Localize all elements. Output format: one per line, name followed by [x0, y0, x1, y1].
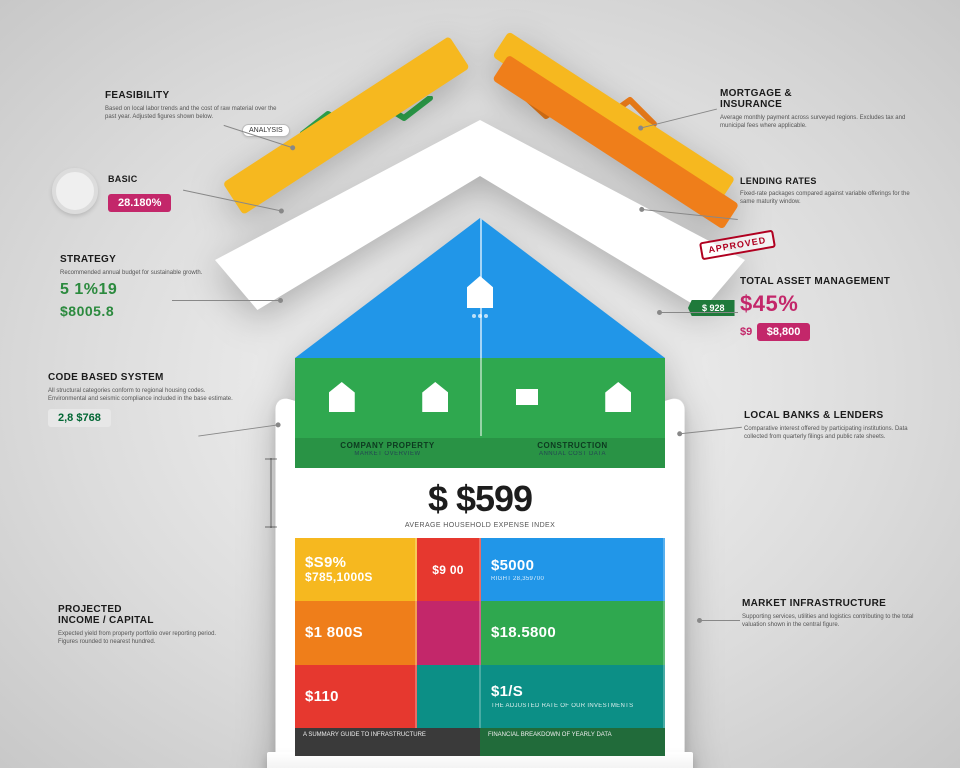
- data-grid: $S9%$785,1000S$9 00$5000RIGHT 28,359700$…: [295, 538, 665, 728]
- callout-title: TOTAL ASSET MANAGEMENT: [740, 276, 940, 287]
- callout-body: Based on local labor trends and the cost…: [105, 105, 280, 121]
- window-icon: [422, 382, 448, 412]
- callout-body: Average monthly payment across surveyed …: [720, 114, 920, 130]
- callout-local-banks: LOCAL BANKS & LENDERS Comparative intere…: [744, 410, 919, 441]
- callout-basic: Basic 28.180%: [108, 174, 258, 212]
- lead-line: [172, 300, 280, 301]
- pointer-tag: ANALYSIS: [242, 124, 290, 137]
- window-icon: [516, 389, 538, 405]
- callout-title: MARKET INFRASTRUCTURE: [742, 598, 917, 609]
- window-icon: [329, 382, 355, 412]
- lead-line: [700, 620, 740, 621]
- callout-income: PROJECTED INCOME / CAPITAL Expected yiel…: [58, 604, 233, 646]
- grid-cell: $1/STHE ADJUSTED RATE OF OUR INVESTMENTS: [481, 665, 665, 728]
- grid-cell: $S9%$785,1000S: [295, 538, 417, 601]
- callout-body: Fixed-rate packages compared against var…: [740, 190, 915, 206]
- callout-title: Lending Rates: [740, 176, 915, 186]
- callout-title: PROJECTED INCOME / CAPITAL: [58, 604, 233, 626]
- ruler-icon: [270, 458, 272, 528]
- callout-mortgage: MORTGAGE & INSURANCE Average monthly pay…: [720, 88, 920, 130]
- callout-title: LOCAL BANKS & LENDERS: [744, 410, 919, 421]
- stat-pill: 2,8 $768: [48, 409, 111, 427]
- callout-body: Expected yield from property portfolio o…: [58, 630, 233, 646]
- upper-floor: COMPANY PROPERTY MARKET OVERVIEW CONSTRU…: [295, 358, 665, 468]
- grid-cell: $5000RIGHT 28,359700: [481, 538, 665, 601]
- callout-body: Supporting services, utilities and logis…: [742, 613, 917, 629]
- stat-number: 5 1%19: [60, 281, 235, 299]
- stat-number: $8005.8: [60, 303, 235, 319]
- grid-cell: [417, 665, 481, 728]
- grid-footer: A SUMMARY GUIDE TO INFRASTRUCTURE FINANC…: [295, 728, 665, 756]
- stat-pill: $8,800: [757, 323, 811, 341]
- headline-sub: AVERAGE HOUSEHOLD EXPENSE INDEX: [295, 522, 665, 529]
- attic-window-icon: [467, 276, 493, 308]
- grid-cell: [417, 601, 481, 664]
- house-infographic: COMPANY PROPERTY MARKET OVERVIEW CONSTRU…: [245, 130, 715, 690]
- footer-left: A SUMMARY GUIDE TO INFRASTRUCTURE: [295, 728, 480, 756]
- upper-label-left: COMPANY PROPERTY MARKET OVERVIEW: [295, 438, 480, 468]
- callout-lending: Lending Rates Fixed-rate packages compar…: [740, 176, 915, 206]
- badge-circle-icon: [52, 168, 98, 214]
- price-banner: $ $599 AVERAGE HOUSEHOLD EXPENSE INDEX: [295, 468, 665, 538]
- stat-pill: 28.180%: [108, 194, 171, 212]
- grid-cell: $110: [295, 665, 417, 728]
- ribbon-tag: $ 928: [688, 300, 735, 316]
- grid-cell: $1 800S: [295, 601, 417, 664]
- window-icon: [605, 382, 631, 412]
- upper-label-right: CONSTRUCTION ANNUAL COST DATA: [480, 438, 665, 468]
- callout-body: Comparative interest offered by particip…: [744, 425, 919, 441]
- footer-right: FINANCIAL BREAKDOWN OF YEARLY DATA: [480, 728, 665, 756]
- callout-feasibility: FEASIBILITY Based on local labor trends …: [105, 90, 280, 121]
- stat-number: $45%: [740, 291, 940, 317]
- callout-code-system: CODE BASED SYSTEM All structural categor…: [48, 372, 238, 427]
- headline-price: $ $599: [295, 478, 665, 520]
- callout-title: FEASIBILITY: [105, 90, 280, 101]
- callout-title: CODE BASED SYSTEM: [48, 372, 238, 383]
- callout-title: Basic: [108, 174, 258, 184]
- stat-side: $9: [740, 326, 752, 338]
- callout-title: STRATEGY: [60, 254, 235, 265]
- callout-asset-mgmt: TOTAL ASSET MANAGEMENT $45% $9 $8,800: [740, 276, 940, 341]
- grid-cell: $18.5800: [481, 601, 665, 664]
- grid-cell: $9 00: [417, 538, 481, 601]
- callout-title: MORTGAGE & INSURANCE: [720, 88, 920, 110]
- lead-line: [660, 312, 738, 313]
- callout-body: All structural categories conform to reg…: [48, 387, 238, 403]
- callout-strategy: STRATEGY Recommended annual budget for s…: [60, 254, 235, 319]
- callout-body: Recommended annual budget for sustainabl…: [60, 269, 235, 277]
- callout-market-infra: MARKET INFRASTRUCTURE Supporting service…: [742, 598, 917, 629]
